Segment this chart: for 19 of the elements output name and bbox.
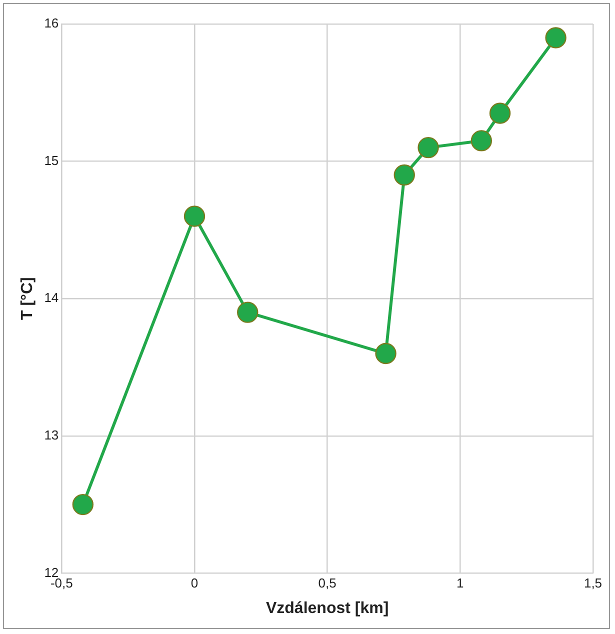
- point: [545, 27, 566, 48]
- point: [470, 130, 492, 152]
- y-tick-label: 14: [44, 290, 59, 306]
- point: [489, 102, 511, 124]
- x-tick-label: 1: [456, 576, 464, 591]
- y-axis-title: T [°C]: [19, 277, 36, 320]
- x-tick-label: 0,5: [318, 576, 336, 591]
- x-tick-label: 0: [190, 576, 198, 591]
- y-tick-label: 15: [44, 152, 59, 168]
- point: [237, 302, 258, 323]
- point: [418, 136, 439, 158]
- x-tick-label: 1,5: [584, 576, 602, 591]
- x-axis-title: Vzdálenost [km]: [266, 600, 389, 617]
- point: [394, 164, 415, 186]
- y-tick-label: 16: [44, 16, 59, 31]
- point: [72, 494, 94, 516]
- y-tick-label: 13: [44, 427, 59, 442]
- point: [184, 206, 206, 227]
- point: [375, 342, 396, 364]
